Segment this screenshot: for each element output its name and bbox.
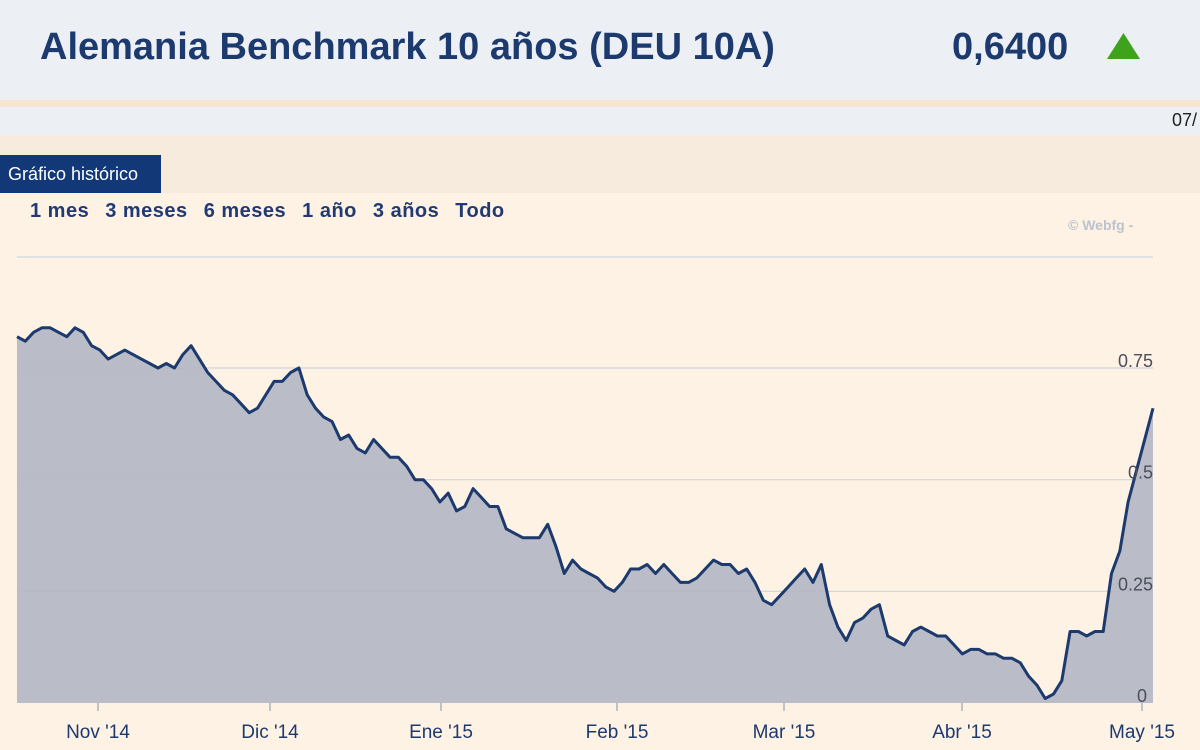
chart-credit: © Webfg - <box>1068 217 1134 233</box>
range-button-all[interactable]: Todo <box>455 200 505 222</box>
current-price: 0,6400 <box>952 26 1069 68</box>
header-bar: Alemania Benchmark 10 años (DEU 10A) 0,6… <box>0 0 1200 100</box>
range-button-1m[interactable]: 1 mes <box>30 200 90 222</box>
y-tick-label: 0.25 <box>1118 574 1153 594</box>
series-line <box>16 326 1155 700</box>
range-button-3m[interactable]: 3 meses <box>105 200 188 222</box>
x-tick-label: Feb '15 <box>586 722 649 743</box>
x-tick-label: Ene '15 <box>409 722 473 743</box>
instrument-title: Alemania Benchmark 10 años (DEU 10A) <box>40 26 775 68</box>
y-tick-label: 0 <box>1137 686 1147 706</box>
up-arrow-icon <box>1107 33 1140 59</box>
range-selector: 1 mes 3 meses 6 meses 1 año 3 años Todo <box>30 200 505 224</box>
date-strip <box>0 107 1200 135</box>
x-tick-label: May '15 <box>1109 722 1175 743</box>
x-tick-label: Nov '14 <box>66 722 130 743</box>
area-fill <box>17 327 1153 703</box>
tab-historical-chart[interactable]: Gráfico histórico <box>0 155 161 193</box>
date-label: 07/ <box>1172 110 1198 130</box>
range-button-3y[interactable]: 3 años <box>372 200 440 222</box>
x-tick-label: Dic '14 <box>241 722 299 743</box>
y-tick-label: 0.75 <box>1118 351 1153 371</box>
y-tick-label: 0.5 <box>1128 463 1153 483</box>
x-tick-label: Abr '15 <box>932 722 992 743</box>
x-tick-label: Mar '15 <box>753 722 816 743</box>
separator <box>0 100 1200 107</box>
range-button-6m[interactable]: 6 meses <box>203 200 287 222</box>
range-button-1y[interactable]: 1 año <box>302 200 357 222</box>
